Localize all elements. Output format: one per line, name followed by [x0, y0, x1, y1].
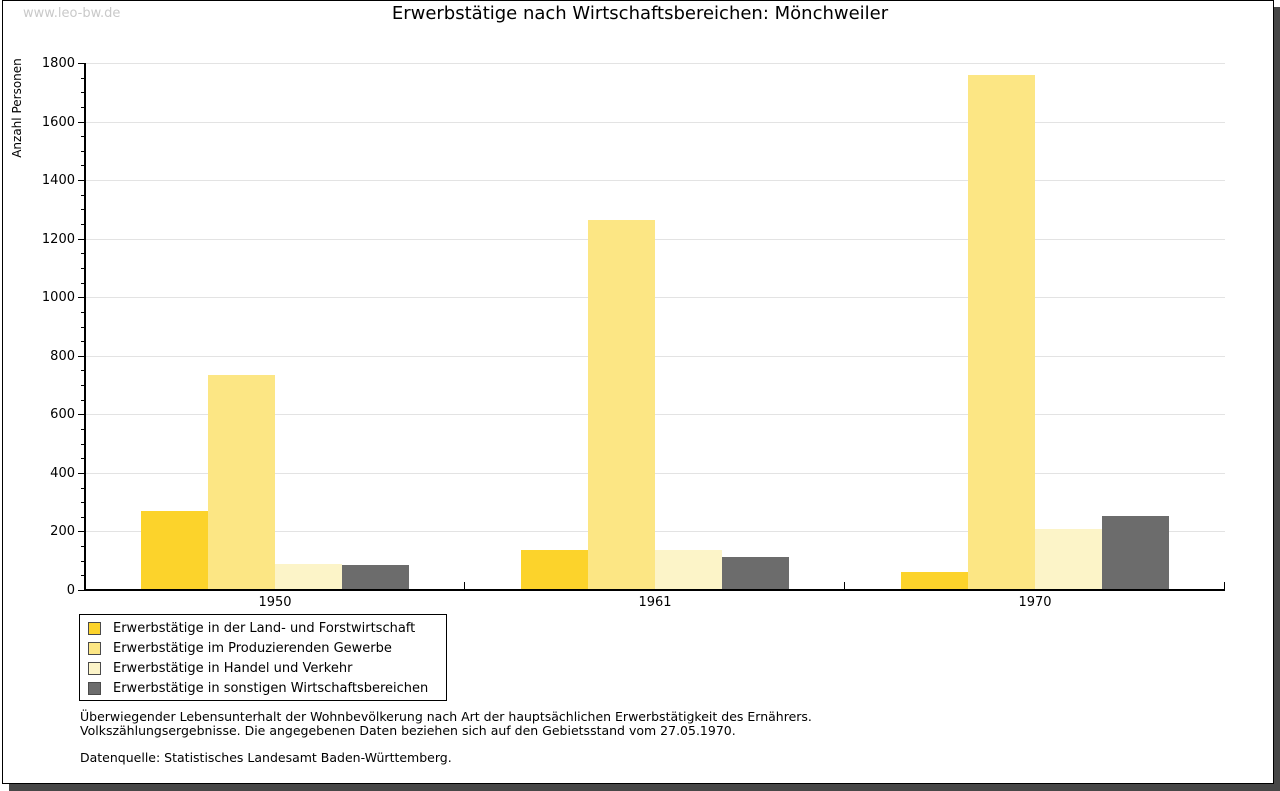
footer-note-line1: Überwiegender Lebensunterhalt der Wohnbe… [80, 709, 812, 724]
y-major-tick-1400 [78, 180, 85, 182]
bar-1950-series1 [141, 510, 208, 590]
bar-1950-series3 [275, 563, 342, 590]
frame-shadow-bottom [9, 784, 1280, 791]
y-major-tick-1800 [78, 63, 85, 64]
footer-note-line2: Volkszählungsergebnisse. Die angegebenen… [80, 722, 736, 738]
x-tick-2 [1224, 582, 1225, 590]
y-minor-tick-900 [81, 326, 85, 328]
y-minor-tick-1350 [81, 194, 85, 196]
y-minor-tick-650 [81, 399, 85, 401]
bar-1970-series1 [901, 571, 968, 590]
y-major-tick-1200 [78, 238, 85, 240]
gridline-600 [86, 414, 1225, 416]
gridline-1600 [86, 121, 1225, 123]
y-tick-label-200: 200 [50, 524, 75, 540]
y-major-tick-200 [78, 531, 85, 533]
gridline-400 [86, 472, 1225, 474]
bar-1950-series2 [208, 374, 275, 590]
bar-1970-series4 [1102, 515, 1169, 590]
y-minor-tick-450 [81, 458, 85, 460]
y-tick-label-400: 400 [50, 465, 75, 481]
y-minor-tick-850 [81, 341, 85, 343]
legend-label-4: Erwerbstätige in sonstigen Wirtschaftsbe… [113, 681, 429, 696]
bar-1950-series4 [342, 565, 409, 590]
y-minor-tick-150 [81, 546, 85, 548]
y-minor-tick-700 [81, 385, 85, 387]
y-minor-tick-1750 [81, 77, 85, 79]
legend-swatch-1 [88, 622, 101, 635]
y-major-tick-800 [78, 355, 85, 357]
y-minor-tick-1250 [81, 224, 85, 226]
y-minor-tick-1300 [81, 209, 85, 211]
gridline-1400 [86, 180, 1225, 182]
gridline-800 [86, 355, 1225, 357]
gridline-200 [86, 531, 1225, 533]
y-tick-label-1800: 1800 [41, 56, 75, 71]
y-tick-label-600: 600 [50, 407, 75, 423]
y-minor-tick-1450 [81, 165, 85, 167]
y-tick-label-1000: 1000 [41, 290, 75, 306]
legend-label-1: Erwerbstätige in der Land- und Forstwirt… [113, 621, 416, 636]
gridline-1000 [86, 297, 1225, 299]
y-minor-tick-50 [81, 575, 85, 577]
y-major-tick-0 [78, 590, 85, 591]
y-minor-tick-500 [81, 443, 85, 445]
x-axis-line [84, 589, 1225, 591]
footer-notes: Überwiegender Lebensunterhalt der Wohnbe… [80, 710, 812, 765]
y-minor-tick-550 [81, 428, 85, 430]
y-minor-tick-300 [81, 502, 85, 504]
y-minor-tick-1150 [81, 253, 85, 255]
y-major-tick-400 [78, 472, 85, 474]
gridline-1800 [86, 63, 1225, 64]
x-tick-label-1950: 1950 [258, 595, 292, 610]
bar-1970-series2 [968, 74, 1035, 590]
x-tick-1 [844, 582, 845, 590]
y-minor-tick-750 [81, 370, 85, 372]
bar-1961-series1 [521, 550, 588, 590]
y-minor-tick-1050 [81, 282, 85, 284]
y-axis-label: Anzahl Personen [10, 58, 24, 158]
y-tick-label-1200: 1200 [41, 231, 75, 247]
legend-item-4: Erwerbstätige in sonstigen Wirtschaftsbe… [88, 681, 438, 697]
x-tick-label-1961: 1961 [638, 595, 672, 610]
y-tick-label-800: 800 [50, 348, 75, 364]
x-tick-label-1970: 1970 [1018, 595, 1052, 610]
legend: Erwerbstätige in der Land- und Forstwirt… [79, 614, 447, 701]
y-minor-tick-950 [81, 311, 85, 313]
data-source-note: Datenquelle: Statistisches Landesamt Bad… [80, 750, 452, 765]
y-minor-tick-1500 [81, 150, 85, 152]
x-tick-0 [464, 582, 465, 590]
gridline-1200 [86, 238, 1225, 240]
bar-1961-series4 [722, 557, 789, 590]
watermark: www.leo-bw.de [23, 6, 121, 21]
y-minor-tick-100 [81, 560, 85, 562]
legend-label-2: Erwerbstätige im Produzierenden Gewerbe [113, 641, 392, 656]
legend-item-2: Erwerbstätige im Produzierenden Gewerbe [88, 641, 438, 657]
y-minor-tick-1700 [81, 92, 85, 94]
y-tick-label-1400: 1400 [41, 173, 75, 189]
y-minor-tick-1100 [81, 267, 85, 269]
chart-title: Erwerbstätige nach Wirtschaftsbereichen:… [391, 3, 889, 24]
y-minor-tick-1650 [81, 106, 85, 108]
y-tick-label-0: 0 [66, 583, 75, 598]
frame-shadow-right [1274, 7, 1280, 791]
legend-item-1: Erwerbstätige in der Land- und Forstwirt… [88, 621, 438, 637]
bar-1961-series3 [655, 550, 722, 590]
bar-1970-series3 [1035, 528, 1102, 590]
y-major-tick-1000 [78, 297, 85, 299]
legend-swatch-3 [88, 662, 101, 675]
y-axis-spine [84, 63, 86, 591]
legend-swatch-4 [88, 682, 101, 695]
bar-1961-series2 [588, 219, 655, 590]
y-major-tick-1600 [78, 121, 85, 123]
legend-item-3: Erwerbstätige in Handel und Verkehr [88, 661, 438, 677]
legend-label-3: Erwerbstätige in Handel und Verkehr [113, 661, 353, 676]
legend-swatch-2 [88, 642, 101, 655]
y-minor-tick-250 [81, 516, 85, 518]
y-tick-label-1600: 1600 [41, 114, 75, 130]
y-major-tick-600 [78, 414, 85, 416]
y-minor-tick-350 [81, 487, 85, 489]
y-minor-tick-1550 [81, 136, 85, 138]
